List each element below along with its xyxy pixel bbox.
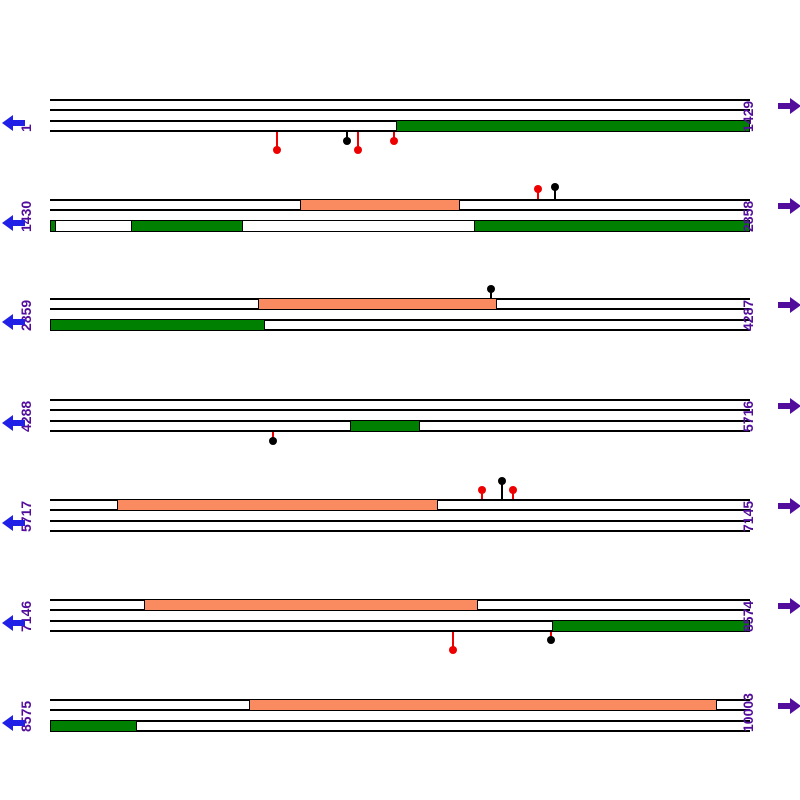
segment-end-label: 10003	[740, 693, 756, 732]
prev-segment-arrow[interactable]	[2, 313, 26, 331]
right-arrow-icon	[778, 198, 800, 214]
feature-orange-bar[interactable]	[117, 499, 438, 511]
marker-dot-red	[390, 137, 398, 145]
feature-green-bar[interactable]	[396, 120, 750, 132]
marker-stem	[393, 132, 395, 141]
left-arrow-icon	[2, 115, 25, 131]
marker-stem	[490, 289, 492, 298]
left-arrow-icon	[2, 715, 25, 731]
marker-dot-black	[487, 285, 495, 293]
feature-orange-bar[interactable]	[249, 699, 717, 711]
segment-end-label: 5716	[740, 400, 756, 432]
feature-green-bar[interactable]	[350, 420, 420, 432]
right-arrow-icon	[778, 498, 800, 514]
next-segment-arrow[interactable]	[777, 296, 800, 314]
track-line	[50, 530, 750, 532]
right-arrow-icon	[778, 598, 800, 614]
segment-end-label: 1429	[740, 100, 756, 132]
marker-stem	[537, 189, 539, 199]
prev-segment-arrow[interactable]	[2, 614, 26, 632]
marker-dot-red	[478, 486, 486, 494]
segment-end-label: 8574	[740, 600, 756, 632]
track-line	[50, 99, 750, 101]
marker-dot-black	[343, 137, 351, 145]
feature-green-bar[interactable]	[552, 620, 750, 632]
track-line	[50, 520, 750, 522]
marker-dot-red	[509, 486, 517, 494]
marker-stem	[346, 132, 348, 141]
track-line	[50, 620, 750, 622]
feature-orange-bar[interactable]	[258, 298, 497, 310]
feature-orange-bar[interactable]	[300, 199, 460, 211]
marker-stem	[276, 132, 278, 150]
next-segment-arrow[interactable]	[777, 97, 800, 115]
left-arrow-icon	[2, 415, 25, 431]
right-arrow-icon	[778, 297, 800, 313]
left-arrow-icon	[2, 215, 25, 231]
next-segment-arrow[interactable]	[777, 397, 800, 415]
track-line	[50, 720, 750, 722]
marker-dot-black	[269, 437, 277, 445]
left-arrow-icon	[2, 615, 25, 631]
feature-green-bar[interactable]	[50, 319, 265, 331]
marker-stem	[501, 481, 503, 499]
track-line	[50, 109, 750, 111]
feature-green-bar[interactable]	[50, 220, 56, 232]
marker-dot-red	[273, 146, 281, 154]
next-segment-arrow[interactable]	[777, 597, 800, 615]
segment-end-label: 4287	[740, 299, 756, 331]
left-arrow-icon	[2, 515, 25, 531]
track-line	[50, 730, 750, 732]
marker-dot-red	[534, 185, 542, 193]
marker-stem	[481, 490, 483, 499]
prev-segment-arrow[interactable]	[2, 714, 26, 732]
marker-dot-black	[551, 183, 559, 191]
marker-stem	[272, 432, 274, 441]
next-segment-arrow[interactable]	[777, 197, 800, 215]
right-arrow-icon	[778, 398, 800, 414]
segment-end-label: 2858	[740, 200, 756, 232]
track-line	[50, 319, 750, 321]
segment-end-label: 7145	[740, 500, 756, 532]
track-line	[50, 630, 750, 632]
track-line	[50, 329, 750, 331]
left-arrow-icon	[2, 314, 25, 330]
marker-dot-black	[547, 636, 555, 644]
marker-dot-red	[449, 646, 457, 654]
prev-segment-arrow[interactable]	[2, 414, 26, 432]
marker-dot-black	[498, 477, 506, 485]
track-line	[50, 399, 750, 401]
feature-green-bar[interactable]	[131, 220, 243, 232]
track-line	[50, 409, 750, 411]
feature-green-bar[interactable]	[50, 720, 137, 732]
feature-green-bar[interactable]	[474, 220, 750, 232]
prev-segment-arrow[interactable]	[2, 514, 26, 532]
prev-segment-arrow[interactable]	[2, 114, 26, 132]
next-segment-arrow[interactable]	[777, 497, 800, 515]
marker-stem	[357, 132, 359, 150]
marker-dot-red	[354, 146, 362, 154]
right-arrow-icon	[778, 698, 800, 714]
next-segment-arrow[interactable]	[777, 697, 800, 715]
feature-orange-bar[interactable]	[144, 599, 478, 611]
marker-stem	[452, 632, 454, 650]
prev-segment-arrow[interactable]	[2, 214, 26, 232]
right-arrow-icon	[778, 98, 800, 114]
marker-stem	[554, 187, 556, 199]
marker-stem	[512, 490, 514, 499]
